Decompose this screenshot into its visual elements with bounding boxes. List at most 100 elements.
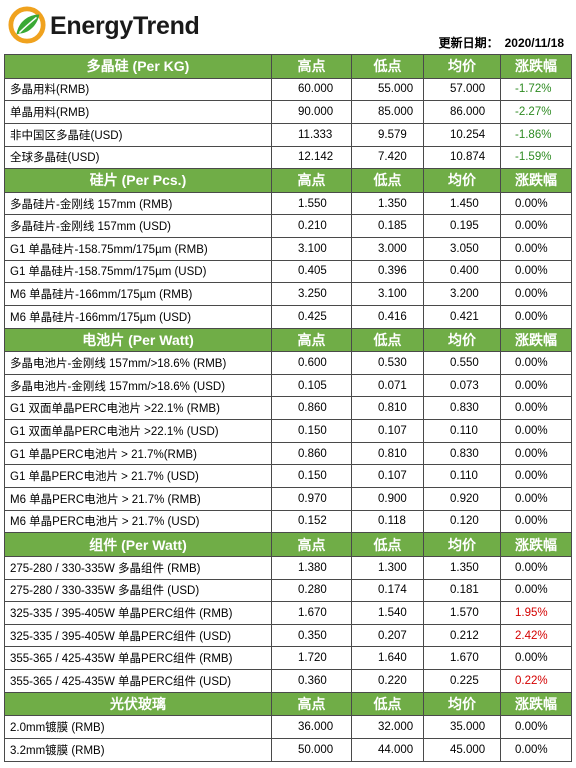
table-row: 275-280 / 330-335W 多晶组件 (RMB) 1.380 1.300 1…	[4, 555, 572, 580]
avg-price-cell: 1.450	[423, 191, 501, 216]
change-cell: 0.00%	[500, 578, 572, 603]
change-cell: 0.00%	[500, 191, 572, 216]
column-change-header: 涨跌幅	[500, 532, 572, 557]
avg-price-cell: 0.195	[423, 214, 501, 239]
column-avg-header: 均价	[423, 54, 501, 79]
section-title: 硅片 (Per Pcs.)	[4, 168, 272, 193]
section-header-row: 组件 (Per Watt) 高点 低点 均价 涨跌幅	[4, 532, 572, 557]
low-price-cell: 0.071	[351, 373, 424, 398]
change-cell: 0.00%	[500, 509, 572, 534]
table-row: M6 单晶硅片-166mm/175µm (USD) 0.425 0.416 0.421…	[4, 304, 572, 329]
product-name-cell: 多晶电池片-金刚线 157mm/>18.6% (RMB)	[4, 351, 272, 375]
section-header-row: 硅片 (Per Pcs.) 高点 低点 均价 涨跌幅	[4, 168, 572, 193]
section-title: 光伏玻璃	[4, 691, 272, 717]
table-row: 355-365 / 425-435W 单晶PERC组件 (USD) 0.360 0.…	[4, 669, 572, 693]
high-price-cell: 0.970	[271, 487, 352, 511]
change-cell: 0.00%	[500, 715, 572, 739]
change-cell: 0.00%	[500, 304, 572, 329]
high-price-cell: 36.000	[271, 715, 352, 739]
section-header-row: 电池片 (Per Watt) 高点 低点 均价 涨跌幅	[4, 327, 572, 353]
change-cell: 0.00%	[500, 351, 572, 375]
low-price-cell: 44.000	[351, 737, 424, 762]
low-price-cell: 0.118	[351, 509, 424, 534]
table-row: 325-335 / 395-405W 单晶PERC组件 (RMB) 1.670 1.…	[4, 601, 572, 625]
high-price-cell: 11.333	[271, 122, 352, 147]
product-name-cell: 3.2mm镀膜 (RMB)	[4, 737, 272, 762]
high-price-cell: 0.150	[271, 464, 352, 489]
product-name-cell: 275-280 / 330-335W 多晶组件 (RMB)	[4, 555, 272, 580]
column-low-header: 低点	[351, 691, 424, 717]
product-name-cell: 多晶硅片-金刚线 157mm (USD)	[4, 214, 272, 239]
product-name-cell: 325-335 / 395-405W 单晶PERC组件 (RMB)	[4, 601, 272, 625]
avg-price-cell: 57.000	[423, 77, 501, 102]
change-cell: -1.59%	[500, 145, 572, 170]
section-title: 组件 (Per Watt)	[4, 532, 272, 557]
high-price-cell: 3.100	[271, 237, 352, 261]
column-avg-header: 均价	[423, 532, 501, 557]
table-row: 355-365 / 425-435W 单晶PERC组件 (RMB) 1.720 1.…	[4, 646, 572, 671]
section-title: 多晶硅 (Per KG)	[4, 54, 272, 79]
product-name-cell: M6 单晶PERC电池片 > 21.7% (RMB)	[4, 487, 272, 511]
table-row: 325-335 / 395-405W 单晶PERC组件 (USD) 0.350 0.…	[4, 623, 572, 648]
high-price-cell: 1.380	[271, 555, 352, 580]
column-high-header: 高点	[271, 54, 352, 79]
avg-price-cell: 1.350	[423, 555, 501, 580]
avg-price-cell: 3.200	[423, 282, 501, 306]
table-row: 多晶电池片-金刚线 157mm/>18.6% (USD) 0.105 0.071 0.…	[4, 373, 572, 398]
table-row: 多晶电池片-金刚线 157mm/>18.6% (RMB) 0.600 0.530 0.…	[4, 351, 572, 375]
table-row: 非中国区多晶硅(USD) 11.333 9.579 10.254 -1.86%	[4, 122, 572, 147]
table-row: 多晶用料(RMB) 60.000 55.000 57.000 -1.72%	[4, 77, 572, 102]
low-price-cell: 7.420	[351, 145, 424, 170]
low-price-cell: 0.107	[351, 464, 424, 489]
high-price-cell: 0.425	[271, 304, 352, 329]
avg-price-cell: 0.830	[423, 441, 501, 466]
section-header-row: 光伏玻璃 高点 低点 均价 涨跌幅	[4, 691, 572, 717]
change-cell: 0.00%	[500, 555, 572, 580]
avg-price-cell: 0.421	[423, 304, 501, 329]
high-price-cell: 1.720	[271, 646, 352, 671]
change-cell: 1.95%	[500, 601, 572, 625]
low-price-cell: 0.396	[351, 259, 424, 284]
low-price-cell: 9.579	[351, 122, 424, 147]
product-name-cell: 多晶电池片-金刚线 157mm/>18.6% (USD)	[4, 373, 272, 398]
update-date-value: 2020/11/18	[504, 36, 564, 50]
high-price-cell: 0.600	[271, 351, 352, 375]
avg-price-cell: 0.920	[423, 487, 501, 511]
change-cell: 0.00%	[500, 282, 572, 306]
table-row: 多晶硅片-金刚线 157mm (RMB) 1.550 1.350 1.450 0.00%	[4, 191, 572, 216]
low-price-cell: 3.000	[351, 237, 424, 261]
high-price-cell: 0.360	[271, 669, 352, 693]
change-cell: 0.00%	[500, 441, 572, 466]
page-header: EnergyTrend 更新日期： 2020/11/18	[0, 0, 576, 54]
table-row: M6 单晶PERC电池片 > 21.7% (RMB) 0.970 0.900 0.92…	[4, 487, 572, 511]
table-row: G1 单晶PERC电池片 > 21.7%(RMB) 0.860 0.810 0.830…	[4, 441, 572, 466]
change-cell: 0.00%	[500, 464, 572, 489]
column-avg-header: 均价	[423, 327, 501, 353]
low-price-cell: 1.350	[351, 191, 424, 216]
product-name-cell: 355-365 / 425-435W 单晶PERC组件 (USD)	[4, 669, 272, 693]
change-cell: 0.00%	[500, 373, 572, 398]
product-name-cell: M6 单晶PERC电池片 > 21.7% (USD)	[4, 509, 272, 534]
product-name-cell: G1 单晶硅片-158.75mm/175µm (USD)	[4, 259, 272, 284]
high-price-cell: 1.550	[271, 191, 352, 216]
avg-price-cell: 86.000	[423, 100, 501, 124]
high-price-cell: 3.250	[271, 282, 352, 306]
column-low-header: 低点	[351, 54, 424, 79]
product-name-cell: 275-280 / 330-335W 多晶组件 (USD)	[4, 578, 272, 603]
table-row: 单晶用料(RMB) 90.000 85.000 86.000 -2.27%	[4, 100, 572, 124]
product-name-cell: 单晶用料(RMB)	[4, 100, 272, 124]
high-price-cell: 12.142	[271, 145, 352, 170]
high-price-cell: 0.105	[271, 373, 352, 398]
low-price-cell: 3.100	[351, 282, 424, 306]
avg-price-cell: 0.830	[423, 396, 501, 421]
avg-price-cell: 0.181	[423, 578, 501, 603]
price-table: 多晶硅 (Per KG) 高点 低点 均价 涨跌幅 多晶用料(RMB) 60.000 55.0…	[4, 54, 572, 762]
product-name-cell: 多晶用料(RMB)	[4, 77, 272, 102]
low-price-cell: 0.900	[351, 487, 424, 511]
low-price-cell: 0.220	[351, 669, 424, 693]
section-title: 电池片 (Per Watt)	[4, 327, 272, 353]
table-row: G1 单晶硅片-158.75mm/175µm (USD) 0.405 0.396 0.…	[4, 259, 572, 284]
avg-price-cell: 10.874	[423, 145, 501, 170]
change-cell: 0.00%	[500, 737, 572, 762]
column-high-header: 高点	[271, 327, 352, 353]
